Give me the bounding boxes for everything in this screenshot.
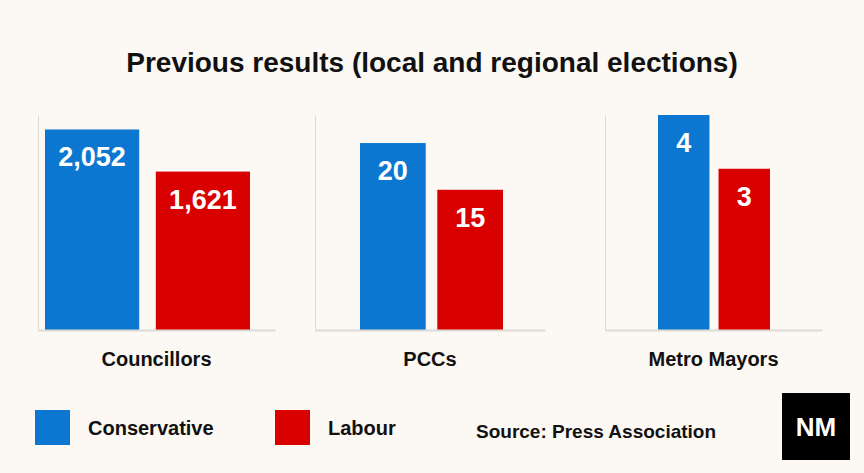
x-axis: Councillors [39, 331, 276, 371]
x-axis: PCCs [316, 331, 546, 371]
bar [45, 129, 139, 330]
bars [45, 129, 250, 330]
chart: Previous results (local and regional ele… [0, 0, 864, 473]
panel: 2,052 1,621 Councillors [39, 116, 276, 371]
data-label: 20 [378, 156, 408, 186]
x-tick: Metro Mayors [648, 348, 778, 370]
bar [360, 143, 426, 330]
x-axis-line [316, 330, 546, 332]
x-axis-line [606, 330, 823, 332]
data-labels: 2,052 1,621 [58, 142, 236, 214]
data-labels: 2015 [378, 156, 485, 233]
background [0, 0, 864, 473]
y-axis [605, 116, 606, 331]
y-axis [315, 116, 316, 331]
legend-swatch [35, 410, 70, 445]
panel: 43Metro Mayors [606, 115, 823, 370]
legend-swatch [275, 410, 310, 445]
logo-text: NM [796, 412, 836, 442]
legend: Conservative Labour [35, 410, 396, 445]
data-label: 1,621 [169, 185, 237, 215]
bar [437, 190, 503, 330]
x-tick-label: Metro Mayors [648, 348, 778, 370]
panel: 2015PCCs [316, 116, 546, 371]
x-tick-label: Councillors [101, 348, 211, 370]
logo-box [782, 393, 850, 460]
data-labels: 43 [676, 128, 752, 212]
bars [658, 115, 770, 330]
y-axis [38, 116, 39, 331]
x-tick-label: PCCs [403, 348, 456, 370]
bars [360, 143, 503, 330]
data-label: 3 [737, 182, 752, 212]
bar [719, 169, 770, 330]
x-axis: Metro Mayors [606, 331, 823, 371]
logo: NM [782, 393, 850, 460]
legend-label: Labour [328, 417, 396, 439]
bar [156, 172, 250, 330]
y-axis-line [315, 116, 316, 331]
x-axis-line [39, 330, 276, 332]
bar [658, 115, 709, 330]
data-label: 2,052 [58, 142, 126, 172]
legend-label: Conservative [88, 417, 214, 439]
x-tick: PCCs [403, 348, 456, 370]
source: Source: Press Association [476, 421, 716, 442]
x-tick: Councillors [101, 348, 211, 370]
y-axis-line [605, 116, 606, 331]
data-label: 4 [676, 128, 691, 158]
y-axis-line [38, 116, 39, 331]
data-label: 15 [455, 203, 485, 233]
title: Previous results (local and regional ele… [126, 47, 738, 78]
